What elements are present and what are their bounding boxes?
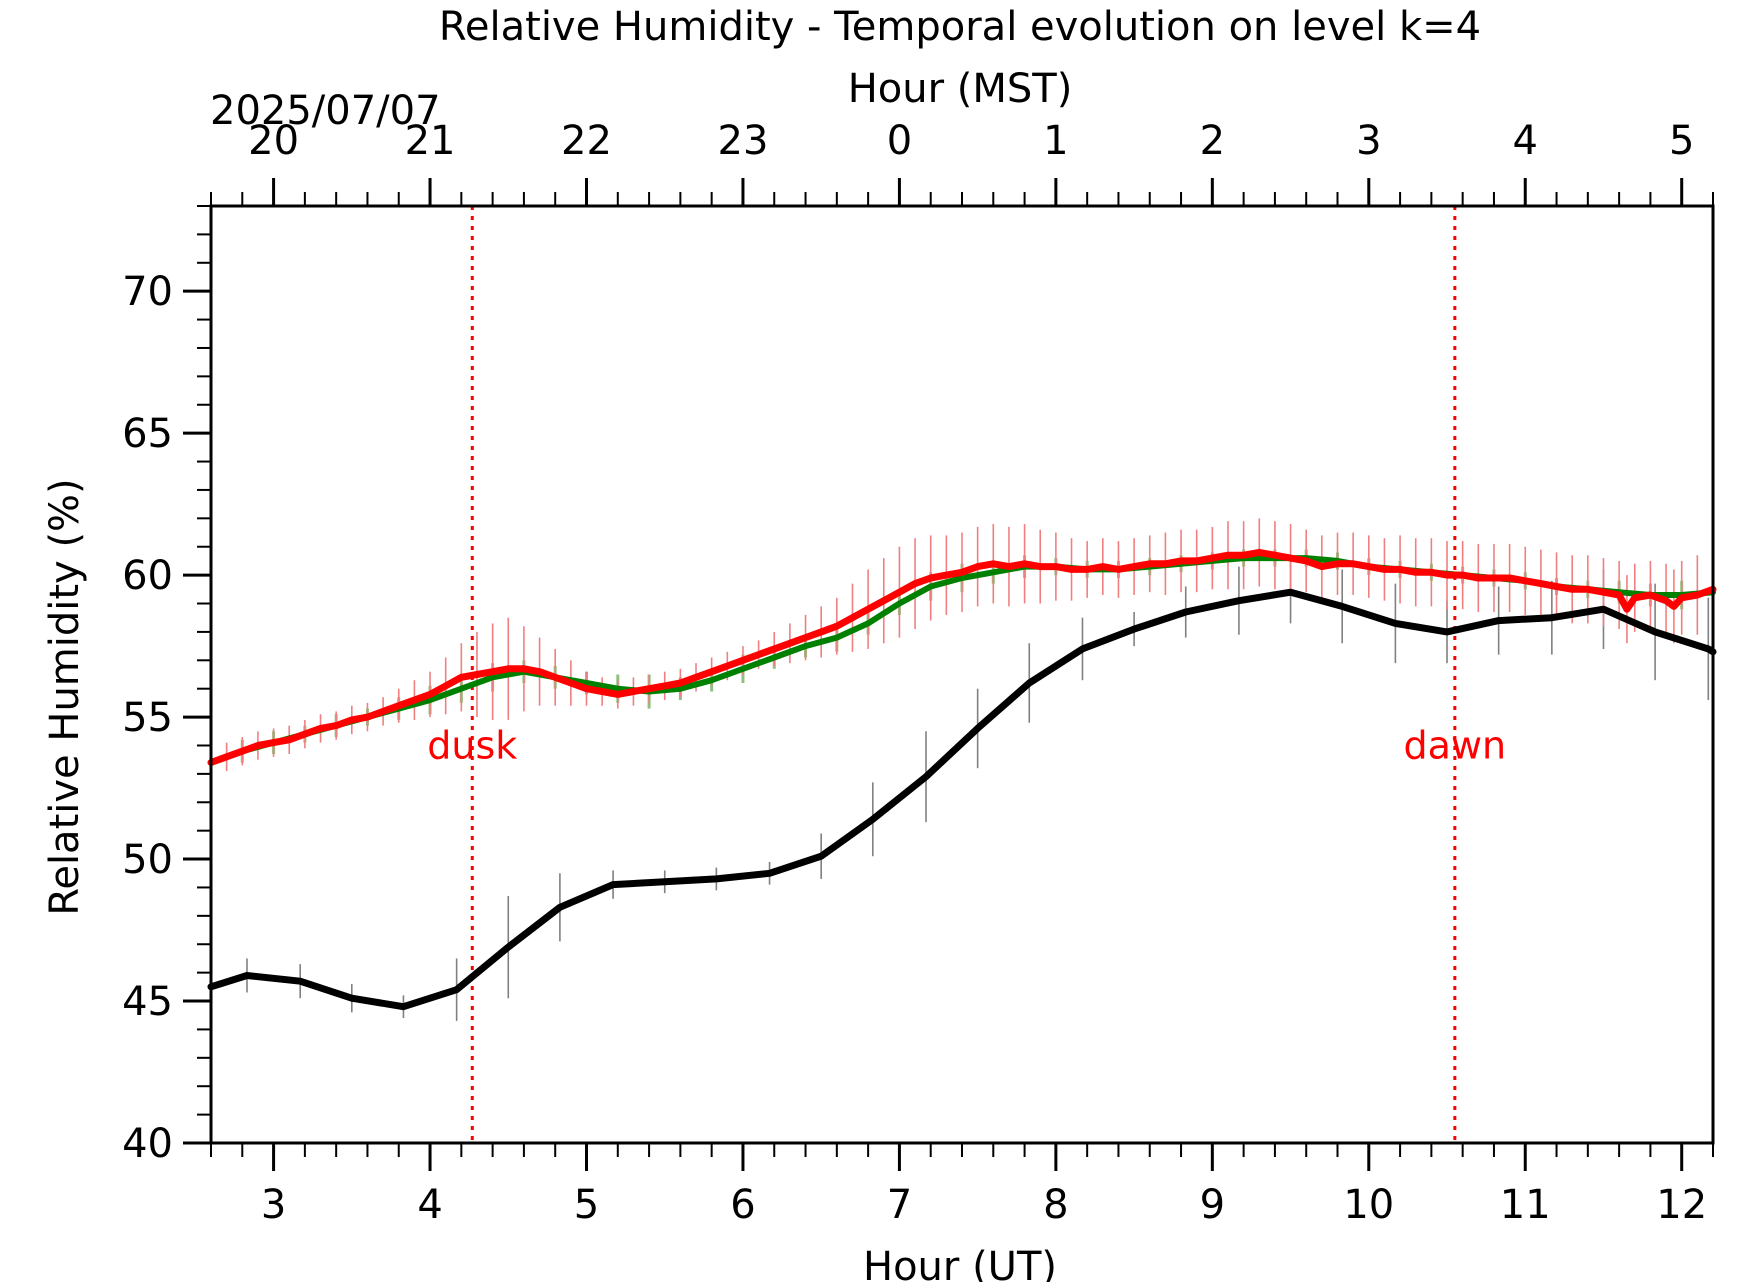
- errorbar-group: [209, 518, 1715, 1021]
- annotation-dawn: dawn: [1404, 723, 1507, 767]
- date-label: 2025/07/07: [210, 88, 441, 134]
- top-x-axis-label: Hour (MST): [848, 66, 1073, 112]
- top-x-tick-label: 1: [1043, 118, 1068, 164]
- series-group: [207, 548, 1717, 1011]
- top-x-tick-label: 2: [1200, 118, 1225, 164]
- y-tick-label: 70: [122, 269, 173, 315]
- chart-title: Relative Humidity - Temporal evolution o…: [439, 4, 1481, 50]
- annotation-dusk: dusk: [427, 723, 517, 767]
- top-x-tick-label: 21: [405, 118, 456, 164]
- x-tick-label: 7: [887, 1182, 912, 1228]
- y-tick-label: 55: [122, 695, 173, 741]
- top-x-tick-label: 20: [248, 118, 299, 164]
- annotation-group: dusk dawn: [427, 723, 1506, 767]
- top-x-tick-label: 0: [887, 118, 912, 164]
- top-x-tick-label: 3: [1356, 118, 1381, 164]
- x-tick-label: 8: [1043, 1182, 1068, 1228]
- x-tick-label: 10: [1343, 1182, 1394, 1228]
- x-tick-label: 5: [574, 1182, 599, 1228]
- top-x-tick-label: 4: [1513, 118, 1538, 164]
- axes-group: [209, 204, 1715, 1145]
- y-tick-label: 50: [122, 837, 173, 883]
- y-axis-label: Relative Humidity (%): [42, 478, 88, 915]
- x-tick-label: 3: [261, 1182, 286, 1228]
- vline-group: [470, 206, 1457, 1143]
- y-tick-label: 40: [122, 1121, 173, 1167]
- top-x-tick-label: 22: [561, 118, 612, 164]
- top-x-tick-label: 23: [718, 118, 769, 164]
- series-line-0: [207, 588, 1717, 1011]
- y-tick-label: 45: [122, 979, 173, 1025]
- x-tick-label: 12: [1656, 1182, 1707, 1228]
- x-tick-label: 11: [1500, 1182, 1551, 1228]
- series-line-2: [207, 548, 1717, 766]
- x-tick-label: 6: [730, 1182, 755, 1228]
- top-x-tick-label: 5: [1669, 118, 1694, 164]
- y-tick-label: 65: [122, 411, 173, 457]
- x-tick-label: 9: [1200, 1182, 1225, 1228]
- tick-group: 4045505560657032042152262370819210311412…: [122, 118, 1714, 1228]
- y-tick-label: 60: [122, 553, 173, 599]
- x-axis-label: Hour (UT): [863, 1244, 1057, 1282]
- x-tick-label: 4: [417, 1182, 442, 1228]
- plot-frame: [209, 204, 1715, 1145]
